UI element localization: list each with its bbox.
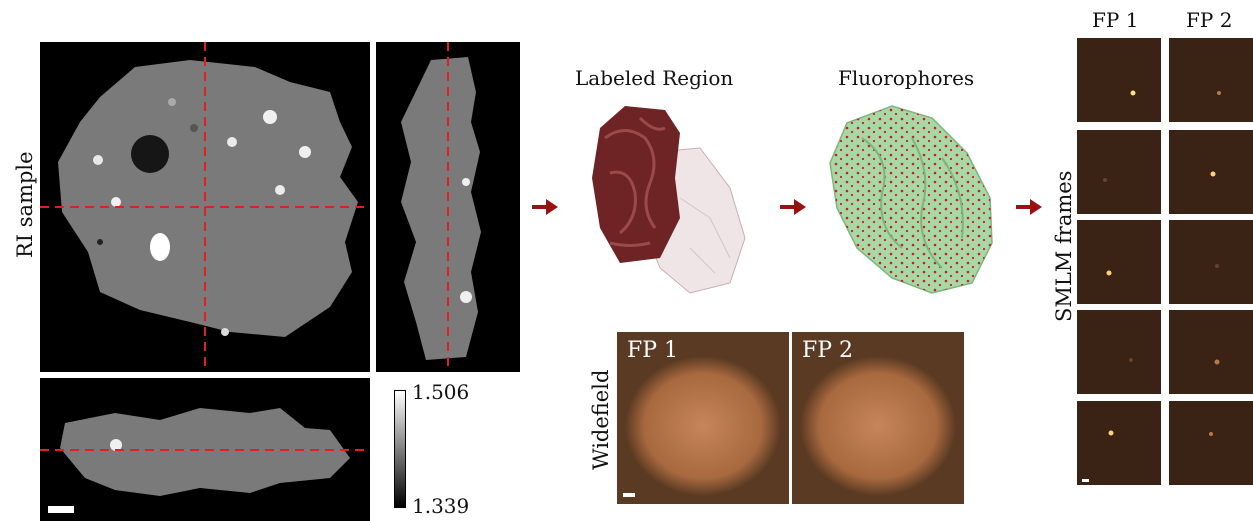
- arrow-icon: [1016, 199, 1042, 215]
- smlm-frame: [1169, 220, 1253, 304]
- colorbar-min-label: 1.339: [412, 494, 470, 518]
- smlm-frame: [1077, 38, 1161, 122]
- smlm-col-fp1: FP 1: [1092, 8, 1139, 32]
- widefield-fp1-label: FP 1: [627, 338, 679, 363]
- smlm-frame: [1077, 310, 1161, 394]
- widefield-fp2-label: FP 2: [802, 338, 854, 363]
- labeled-region-mesh: [592, 106, 746, 294]
- colorbar: [394, 390, 406, 508]
- widefield-fp2-panel: FP 2: [792, 332, 964, 504]
- scale-bar: [1082, 479, 1089, 482]
- ri-yz-panel: [376, 42, 520, 372]
- ri-yz-image: [401, 42, 481, 372]
- fluorophores-title: Fluorophores: [838, 66, 975, 90]
- smlm-frame: [1169, 130, 1253, 214]
- widefield-label: Widefield: [589, 369, 613, 470]
- scale-bar: [48, 506, 74, 513]
- smlm-col-fp2: FP 2: [1186, 8, 1233, 32]
- ri-xy-image: [40, 42, 370, 372]
- smlm-frame: [1169, 310, 1253, 394]
- fluorophores-mesh: [829, 105, 993, 294]
- smlm-frames-label: SMLM frames: [1052, 170, 1076, 322]
- widefield-fp1-image: [623, 356, 781, 497]
- arrow-icon: [532, 199, 558, 215]
- widefield-fp2-image: [800, 356, 956, 496]
- ri-xz-panel: [40, 378, 370, 521]
- smlm-frame: [1169, 401, 1253, 485]
- widefield-fp1-panel: FP 1: [617, 332, 789, 504]
- scale-bar: [623, 493, 635, 497]
- ri-xz-image: [40, 408, 370, 513]
- labeled-region-title: Labeled Region: [575, 66, 734, 90]
- colorbar-max-label: 1.506: [412, 380, 470, 404]
- smlm-frame: [1169, 38, 1253, 122]
- smlm-frame: [1077, 130, 1161, 214]
- smlm-frame: [1077, 401, 1161, 485]
- smlm-frame: [1077, 220, 1161, 304]
- arrow-icon: [780, 199, 806, 215]
- ri-sample-label: RI sample: [13, 151, 37, 258]
- ri-xy-panel: [40, 42, 370, 372]
